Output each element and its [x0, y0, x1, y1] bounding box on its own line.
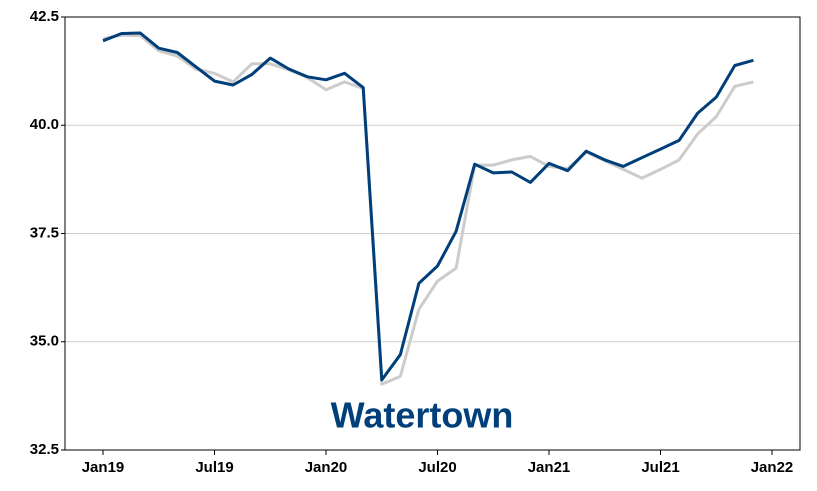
- x-tick-label: Jan21: [528, 459, 571, 476]
- x-tick-label: Jul20: [418, 459, 456, 476]
- chart-title: Watertown: [331, 395, 514, 436]
- y-tick-label: 40.0: [30, 116, 59, 133]
- x-tick-label: Jul21: [641, 459, 679, 476]
- plot-frame: [64, 16, 801, 451]
- x-tick-label: Jan19: [82, 459, 125, 476]
- x-tick-label: Jan20: [305, 459, 348, 476]
- x-tick-label: Jul19: [195, 459, 233, 476]
- y-tick-label: 35.0: [30, 333, 59, 350]
- x-tick-label: Jan22: [751, 459, 794, 476]
- series-line: [102, 33, 754, 386]
- y-tick-label: 32.5: [30, 441, 59, 458]
- y-tick-label: 42.5: [30, 8, 59, 25]
- y-tick-label: 37.5: [30, 224, 59, 241]
- series-line: [102, 31, 754, 382]
